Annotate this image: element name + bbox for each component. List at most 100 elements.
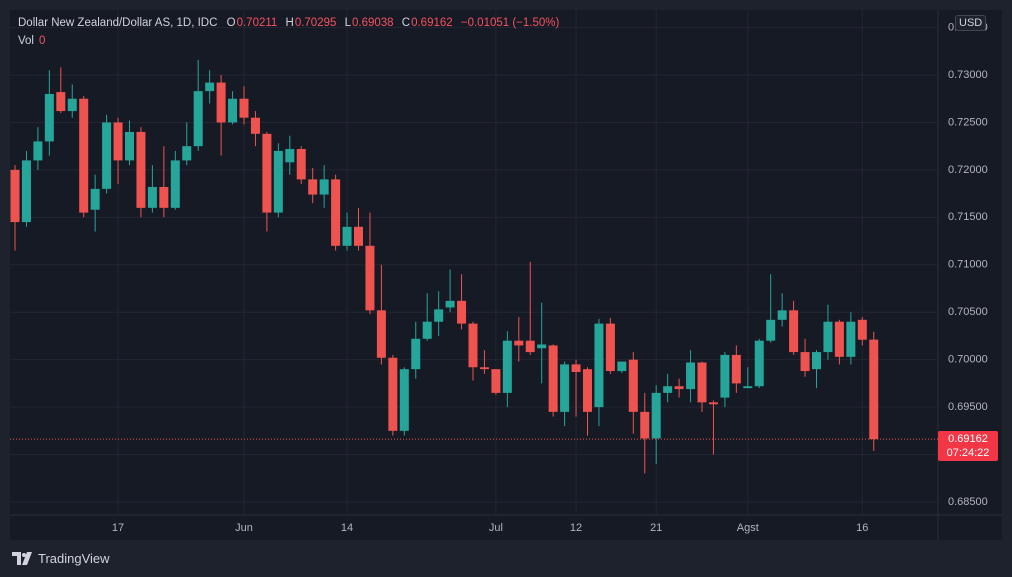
low-value: 0.69038	[352, 17, 394, 29]
candle-body	[376, 310, 386, 358]
legend-header: Dollar New Zealand/Dollar AS, 1D, IDC O0…	[18, 17, 564, 29]
volume-legend: Vol 0	[18, 35, 50, 47]
candle-body	[21, 160, 31, 223]
axis-labels: 0.685000.690000.695000.700000.705000.710…	[112, 21, 988, 533]
candle-body	[136, 131, 146, 208]
candle-body	[102, 122, 112, 189]
y-tick-label: 0.71000	[948, 259, 988, 271]
candle-body	[79, 98, 89, 213]
candle-body	[434, 309, 444, 322]
candle-body	[789, 310, 799, 353]
volume-key: Vol	[18, 35, 34, 47]
candle-body	[502, 340, 512, 393]
y-tick-label: 0.69500	[948, 401, 988, 413]
x-tick-label: Jun	[235, 522, 253, 534]
candle-body	[193, 91, 203, 147]
candle-body	[571, 364, 581, 373]
candle-body	[239, 98, 249, 118]
candle-body	[594, 323, 604, 408]
candle-body	[514, 340, 524, 346]
y-tick-label: 0.72500	[948, 116, 988, 128]
candle-body	[365, 245, 375, 311]
x-tick-label: 21	[650, 522, 662, 534]
y-tick-label: 0.72000	[948, 164, 988, 176]
chart-background	[10, 10, 1002, 540]
last-price-tag: 0.69162 07:24:22	[938, 431, 998, 462]
candle-body	[800, 352, 810, 372]
candle-body	[67, 98, 77, 112]
candle-body	[720, 354, 730, 398]
candle-body	[468, 323, 478, 368]
candle-body	[457, 300, 467, 324]
candle-body	[560, 364, 570, 412]
candle-body	[754, 340, 764, 387]
candle-body	[766, 319, 776, 341]
candle-body	[308, 179, 318, 195]
candle-body	[262, 133, 272, 213]
candle-body	[342, 226, 352, 246]
open-key: O	[226, 17, 236, 29]
x-tick-label: Agst	[737, 522, 759, 534]
candle-body	[33, 141, 43, 161]
x-tick-label: 16	[856, 522, 868, 534]
candle-body	[869, 339, 879, 440]
candle-body	[228, 98, 238, 123]
candle-body	[44, 93, 54, 142]
candle-body	[354, 226, 363, 246]
low-key: L	[344, 17, 351, 29]
candle-body	[205, 82, 215, 92]
y-tick-label: 0.71500	[948, 211, 988, 223]
candle-body	[422, 321, 432, 339]
candle-body	[743, 386, 753, 389]
y-tick-label: 0.70000	[948, 354, 988, 366]
candle-body	[479, 367, 489, 370]
candle-body	[296, 149, 306, 180]
candle-body	[674, 386, 684, 390]
candle-body	[812, 352, 821, 370]
candle-body	[113, 122, 123, 161]
candle-body	[731, 354, 741, 384]
candle-body	[628, 359, 638, 412]
x-tick-label: Jul	[489, 522, 503, 534]
candle-body	[411, 338, 421, 370]
currency-badge[interactable]: USD	[955, 15, 987, 31]
brand[interactable]: TradingView	[12, 551, 110, 566]
candles	[10, 59, 938, 474]
candle-body	[537, 344, 547, 349]
candle-body	[491, 369, 501, 393]
candle-body	[56, 92, 66, 112]
candle-body	[605, 323, 615, 372]
close-key: C	[401, 17, 411, 29]
candle-body	[273, 150, 283, 213]
candle-body	[697, 362, 707, 403]
candle-body	[399, 369, 409, 431]
candle-body	[640, 411, 650, 439]
candle-body	[170, 160, 180, 208]
candle-body	[216, 82, 226, 123]
countdown: 07:24:22	[946, 447, 990, 460]
y-tick-label: 0.68500	[948, 496, 988, 508]
candle-body	[319, 179, 329, 195]
high-value: 0.70295	[294, 17, 337, 29]
open-value: 0.70211	[236, 17, 278, 29]
candle-body	[834, 321, 844, 357]
candle-body	[823, 321, 833, 353]
candle-body	[182, 146, 192, 161]
candle-body	[548, 345, 558, 412]
candle-body	[846, 321, 856, 357]
brand-logo	[12, 552, 32, 565]
candle-body	[147, 186, 157, 208]
candle-body	[125, 131, 134, 161]
candle-body	[250, 117, 260, 134]
y-tick-label: 0.70500	[948, 306, 988, 318]
candle-body	[663, 386, 673, 393]
candle-body	[90, 188, 100, 210]
candle-body	[445, 300, 455, 308]
last-price: 0.69162	[948, 433, 988, 446]
x-tick-label: 14	[341, 522, 353, 534]
candle-body	[708, 402, 718, 405]
brand-name: TradingView	[38, 551, 110, 566]
candle-body	[777, 310, 787, 320]
